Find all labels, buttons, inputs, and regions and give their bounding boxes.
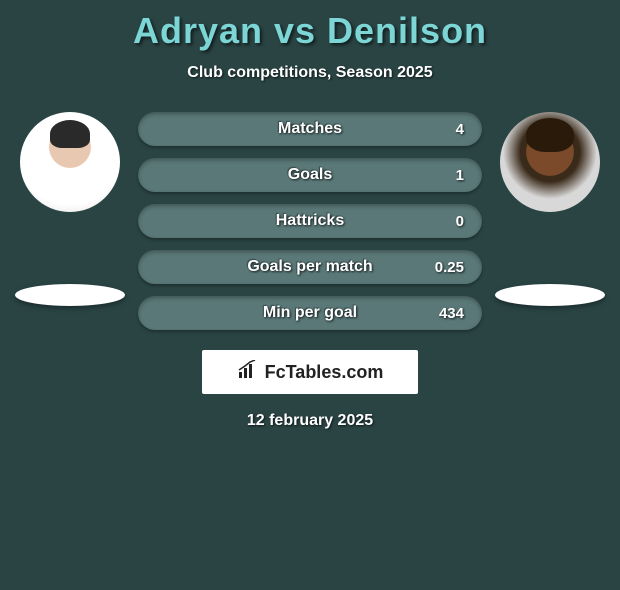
- player-left-column: [10, 112, 130, 306]
- stat-label: Goals per match: [247, 258, 372, 276]
- stat-bar-goals-per-match: Goals per match 0.25: [138, 250, 482, 284]
- player-left-avatar: [20, 112, 120, 212]
- stat-label: Hattricks: [276, 212, 344, 230]
- comparison-row: Matches 4 Goals 1 Hattricks 0 Goals per …: [0, 112, 620, 342]
- stat-value: 0.25: [435, 259, 464, 276]
- date-label: 12 february 2025: [0, 412, 620, 430]
- source-logo-text: FcTables.com: [265, 362, 384, 383]
- player-right-shadow: [495, 284, 605, 306]
- bar-chart-icon: [237, 360, 259, 385]
- stat-value: 0: [456, 213, 464, 230]
- stat-bar-hattricks: Hattricks 0: [138, 204, 482, 238]
- stat-bars: Matches 4 Goals 1 Hattricks 0 Goals per …: [130, 112, 490, 342]
- stat-value: 434: [439, 305, 464, 322]
- stat-bar-goals: Goals 1: [138, 158, 482, 192]
- stat-bar-min-per-goal: Min per goal 434: [138, 296, 482, 330]
- player-left-shadow: [15, 284, 125, 306]
- subtitle: Club competitions, Season 2025: [0, 64, 620, 82]
- stat-value: 4: [456, 121, 464, 138]
- stat-label: Goals: [288, 166, 332, 184]
- player-right-avatar: [500, 112, 600, 212]
- stat-label: Matches: [278, 120, 342, 138]
- source-logo: FcTables.com: [202, 350, 418, 394]
- stat-value: 1: [456, 167, 464, 184]
- stat-label: Min per goal: [263, 304, 357, 322]
- player-right-column: [490, 112, 610, 306]
- stat-bar-matches: Matches 4: [138, 112, 482, 146]
- page-title: Adryan vs Denilson: [0, 10, 620, 52]
